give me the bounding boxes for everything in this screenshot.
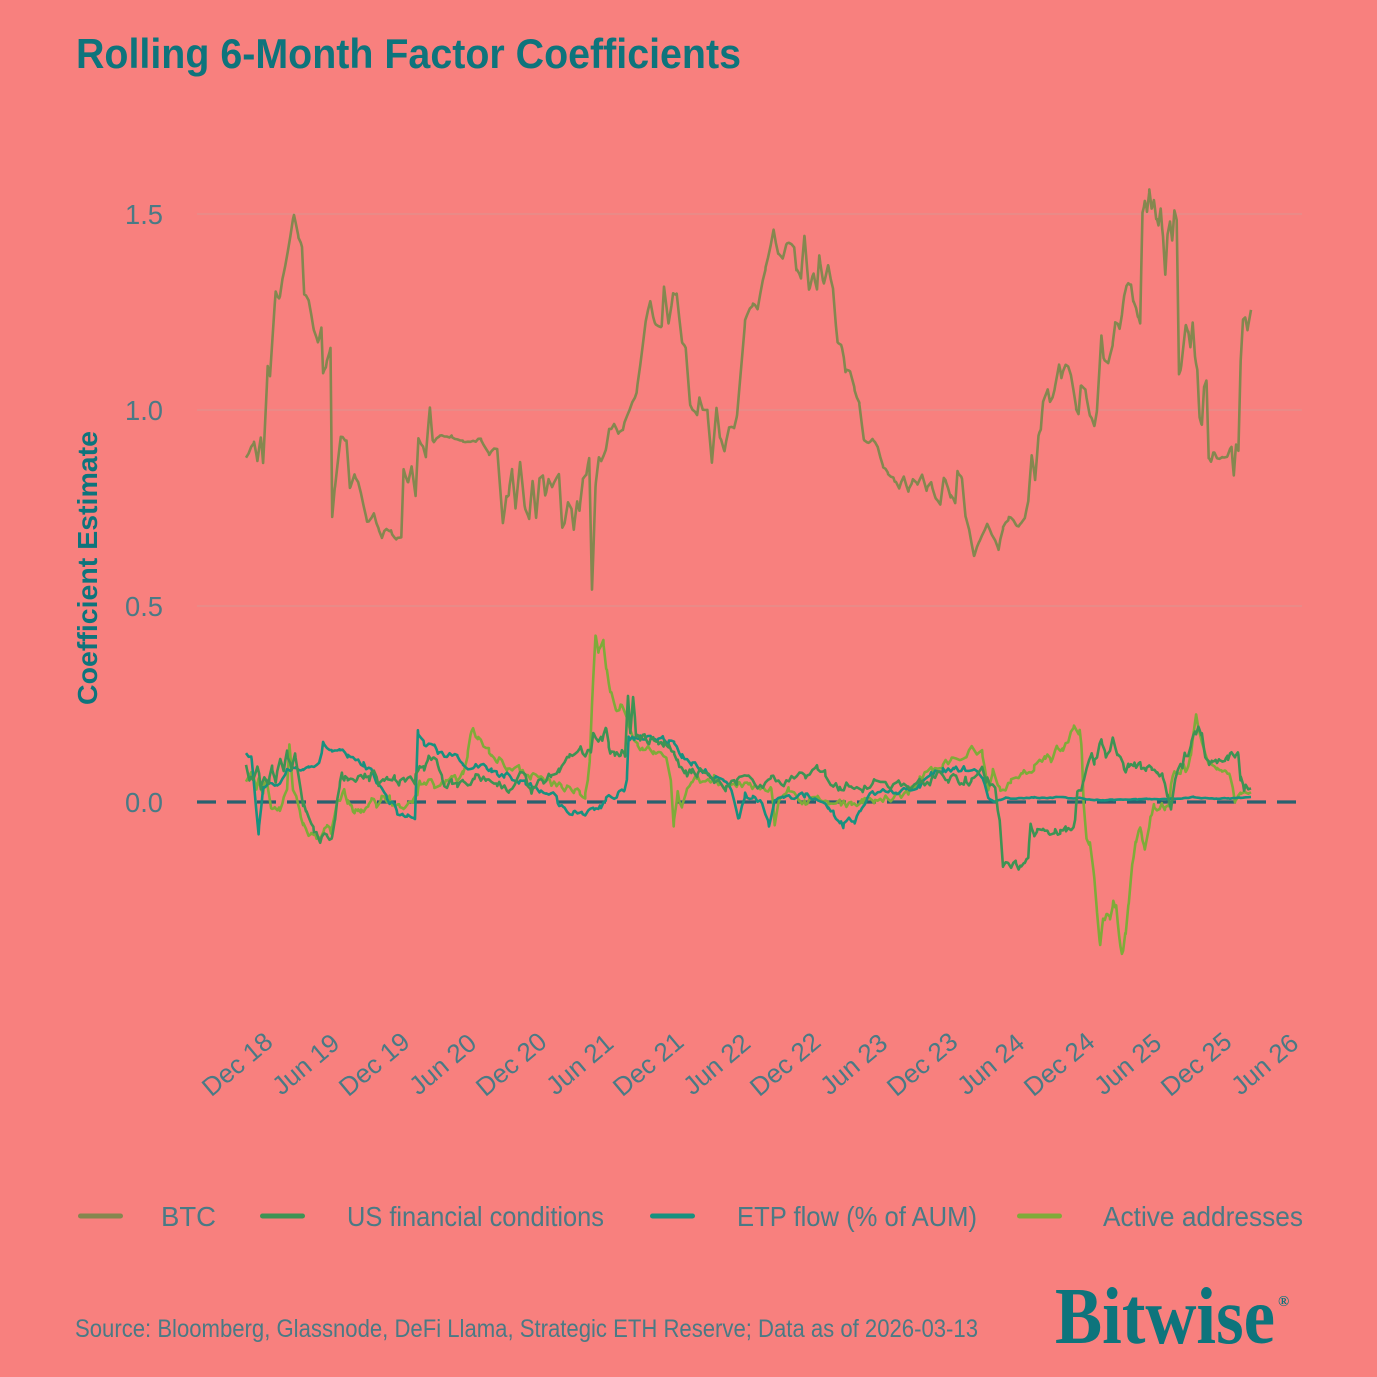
svg-text:ETP flow (% of AUM): ETP flow (% of AUM)	[737, 1201, 977, 1232]
svg-text:Source: Bloomberg, Glassnode,: Source: Bloomberg, Glassnode, DeFi Llama…	[75, 1315, 978, 1343]
svg-text:0.0: 0.0	[125, 787, 163, 818]
svg-text:®: ®	[1278, 1294, 1289, 1310]
svg-text:1.5: 1.5	[125, 199, 163, 230]
svg-text:US financial conditions: US financial conditions	[347, 1201, 604, 1232]
svg-text:Bitwise: Bitwise	[1055, 1273, 1275, 1361]
svg-text:0.5: 0.5	[125, 591, 163, 622]
svg-text:Rolling 6-Month Factor Coeffic: Rolling 6-Month Factor Coefficients	[76, 30, 741, 77]
svg-text:Coefficient Estimate: Coefficient Estimate	[72, 431, 103, 705]
svg-text:Active addresses: Active addresses	[1103, 1201, 1303, 1232]
svg-text:BTC: BTC	[161, 1201, 216, 1232]
svg-text:1.0: 1.0	[125, 395, 163, 426]
